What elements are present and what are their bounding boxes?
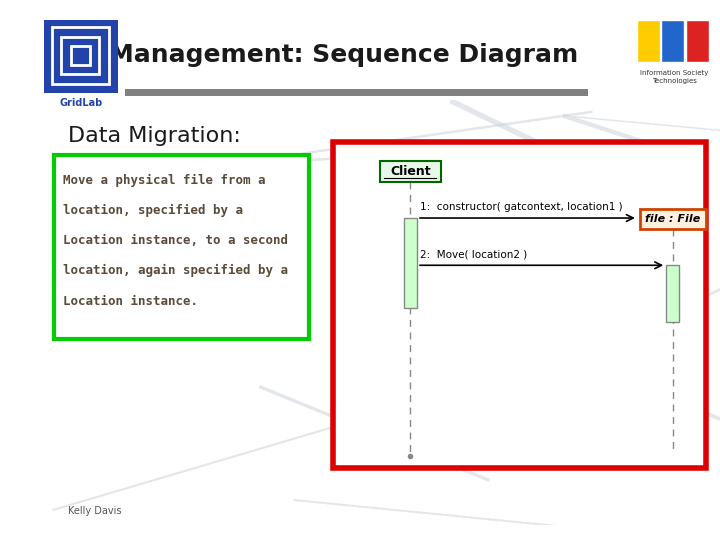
Bar xyxy=(125,89,588,96)
Bar xyxy=(662,19,684,62)
Text: File Management: Sequence Diagram: File Management: Sequence Diagram xyxy=(49,43,578,66)
Text: 2:  Move( location2 ): 2: Move( location2 ) xyxy=(420,249,527,260)
Bar xyxy=(71,46,89,65)
Bar xyxy=(666,265,680,322)
Bar xyxy=(337,147,701,464)
Text: Kelly Davis: Kelly Davis xyxy=(68,506,122,516)
Bar xyxy=(333,143,706,469)
Text: GridLab: GridLab xyxy=(60,98,103,108)
Bar xyxy=(635,17,715,87)
Text: file : File: file : File xyxy=(645,214,701,224)
Text: Information Society: Information Society xyxy=(641,70,708,76)
Text: location, again specified by a: location, again specified by a xyxy=(63,264,288,278)
Text: Data Migration:: Data Migration: xyxy=(68,126,240,146)
Text: Location instance.: Location instance. xyxy=(63,295,198,308)
Bar xyxy=(379,161,441,182)
Bar xyxy=(61,37,99,75)
Text: Location instance, to a second: Location instance, to a second xyxy=(63,234,288,247)
Bar xyxy=(52,27,109,84)
Text: Move a physical file from a: Move a physical file from a xyxy=(63,173,266,187)
Bar xyxy=(639,208,706,230)
Bar xyxy=(404,218,417,308)
Bar xyxy=(54,154,309,339)
Text: location, specified by a: location, specified by a xyxy=(63,204,243,217)
Bar xyxy=(40,15,720,100)
Text: Technologies: Technologies xyxy=(652,78,697,84)
Text: Client: Client xyxy=(390,165,431,178)
Bar xyxy=(44,19,118,93)
Bar xyxy=(686,19,708,62)
Bar xyxy=(636,19,660,62)
Text: 1:  constructor( gatcontext, location1 ): 1: constructor( gatcontext, location1 ) xyxy=(420,202,623,212)
